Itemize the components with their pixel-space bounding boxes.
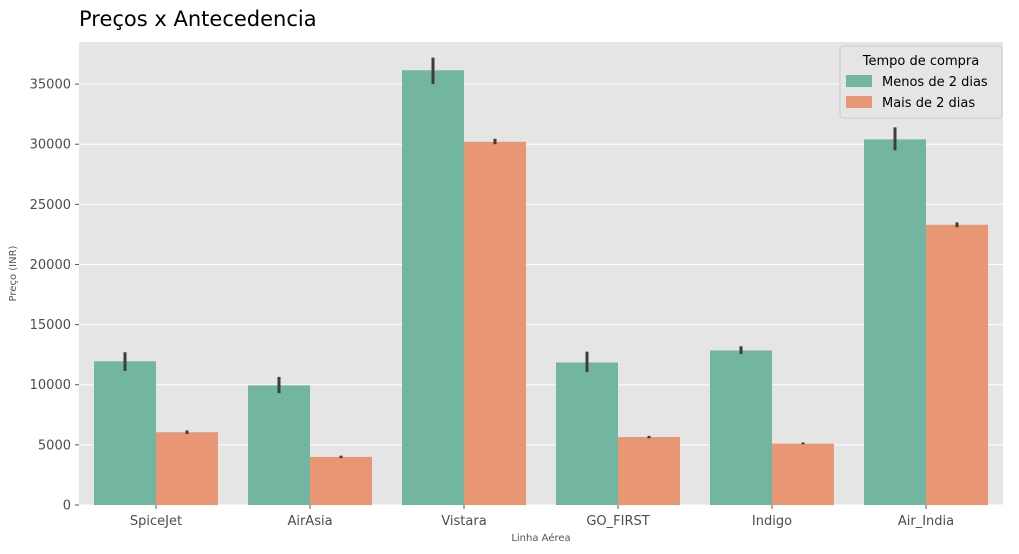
legend-box (839, 45, 1003, 119)
bar-vistara-series-2 (464, 141, 526, 505)
bar-airasia-series-1 (248, 385, 310, 505)
x-tick-label: GO_FIRST (586, 514, 649, 529)
bar-airasia-series-2 (310, 456, 372, 505)
bar-spicejet-series-1 (94, 361, 156, 505)
legend-label: Mais de 2 dias (882, 96, 975, 111)
y-tick-label: 5000 (38, 438, 71, 453)
bar-air-india-series-2 (926, 224, 988, 505)
y-tick-label: 25000 (30, 198, 71, 213)
chart-title: Preços x Antecedencia (79, 7, 317, 31)
bars (94, 70, 988, 505)
x-axis-label: Linha Aérea (511, 532, 570, 544)
legend-swatch (846, 96, 872, 108)
legend: Tempo de compra Menos de 2 dias Mais de 2… (839, 45, 1003, 119)
y-tick-label: 10000 (30, 378, 71, 393)
bar-go-first-series-1 (556, 362, 618, 505)
bar-go-first-series-2 (618, 437, 680, 505)
bar-air-india-series-1 (864, 139, 926, 505)
bar-spicejet-series-2 (156, 432, 218, 505)
x-tick-label: AirAsia (287, 514, 332, 529)
legend-items: Menos de 2 dias Mais de 2 dias (846, 75, 988, 111)
y-tick-label: 15000 (30, 318, 71, 333)
legend-title: Tempo de compra (862, 54, 979, 69)
y-tick-label: 20000 (30, 258, 71, 273)
y-axis: 0 5000 10000 15000 20000 25000 30000 35000 (30, 78, 79, 514)
x-tick-label: Air_India (898, 514, 954, 529)
plot-area (79, 42, 1003, 505)
x-tick-label: Indigo (752, 514, 792, 529)
bar-indigo-series-1 (710, 350, 772, 505)
grid-lines (79, 83, 1003, 506)
x-axis: SpiceJet AirAsia Vistara GO_FIRST Indigo Air_… (130, 505, 954, 529)
legend-label: Menos de 2 dias (882, 75, 988, 90)
legend-swatch (846, 75, 872, 87)
y-tick-label: 30000 (30, 138, 71, 153)
x-tick-label: Vistara (441, 514, 486, 529)
bar-indigo-series-2 (772, 443, 834, 505)
x-tick-label: SpiceJet (130, 514, 182, 529)
y-tick-label: 0 (63, 499, 71, 514)
error-bars (123, 57, 959, 459)
bar-vistara-series-1 (402, 70, 464, 505)
y-axis-label: Preço (INR) (8, 245, 19, 301)
y-tick-label: 35000 (30, 78, 71, 93)
